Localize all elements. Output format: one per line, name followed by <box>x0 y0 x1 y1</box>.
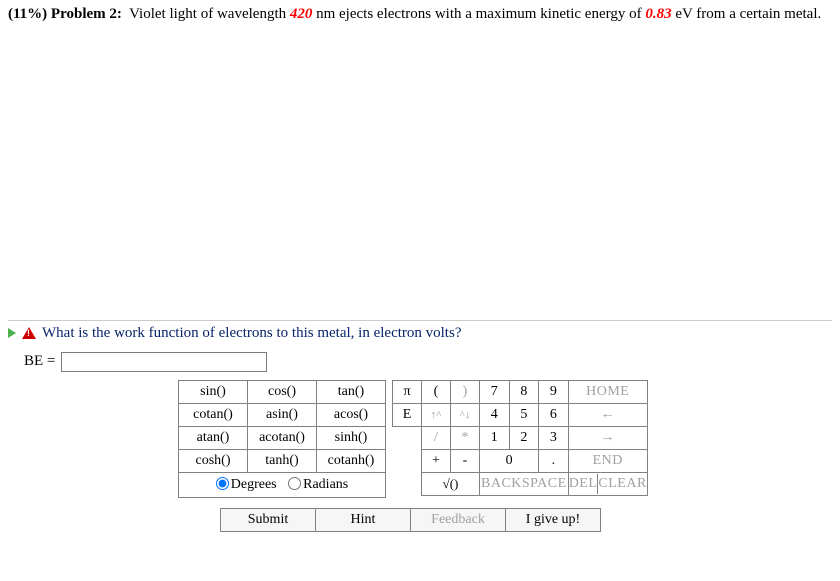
answer-input[interactable] <box>61 352 267 372</box>
spacer <box>393 426 422 449</box>
key-2[interactable]: 2 <box>509 426 539 449</box>
key-cosh[interactable]: cosh() <box>179 449 248 472</box>
degrees-option[interactable]: Degrees <box>216 477 277 492</box>
key-left[interactable]: ← <box>568 403 647 426</box>
key-5[interactable]: 5 <box>509 403 539 426</box>
wavelength-value: 420 <box>290 6 313 22</box>
key-acos[interactable]: acos() <box>317 403 386 426</box>
key-up-caret[interactable]: ↑^ <box>422 403 451 426</box>
problem-label: Problem 2: <box>51 6 122 22</box>
key-tanh[interactable]: tanh() <box>248 449 317 472</box>
key-asin[interactable]: asin() <box>248 403 317 426</box>
hint-button[interactable]: Hint <box>315 508 411 532</box>
key-cos[interactable]: cos() <box>248 380 317 403</box>
key-del-clear: DEL CLEAR <box>568 472 647 495</box>
key-3[interactable]: 3 <box>539 426 569 449</box>
problem-header: (11%) Problem 2: Violet light of wavelen… <box>8 5 832 25</box>
warning-icon[interactable] <box>22 327 36 339</box>
play-icon[interactable] <box>8 328 16 338</box>
key-del[interactable]: DEL <box>569 474 599 494</box>
key-backspace[interactable]: BACKSPACE <box>480 472 569 495</box>
key-dot[interactable]: . <box>539 449 569 472</box>
key-cotan[interactable]: cotan() <box>179 403 248 426</box>
problem-text-a: Violet light of wavelength <box>129 6 290 22</box>
key-6[interactable]: 6 <box>539 403 569 426</box>
angle-mode-row: Degrees Radians <box>179 472 386 497</box>
ke-value: 0.83 <box>645 6 671 22</box>
numeric-keypad: π ( ) 7 8 9 HOME E ↑^ ^↓ 4 5 6 ← / * 1 2… <box>392 380 648 496</box>
key-cotanh[interactable]: cotanh() <box>317 449 386 472</box>
key-down-caret[interactable]: ^↓ <box>451 403 480 426</box>
key-8[interactable]: 8 <box>509 380 539 403</box>
percent: (11%) <box>8 6 47 22</box>
function-keypad: sin() cos() tan() cotan() asin() acos() … <box>178 380 386 498</box>
question-text: What is the work function of electrons t… <box>42 325 461 342</box>
key-acotan[interactable]: acotan() <box>248 426 317 449</box>
key-e[interactable]: E <box>393 403 422 426</box>
key-multiply[interactable]: * <box>451 426 480 449</box>
spacer <box>393 449 422 472</box>
answer-row: BE = <box>24 352 832 372</box>
radians-option[interactable]: Radians <box>288 477 348 492</box>
key-sin[interactable]: sin() <box>179 380 248 403</box>
key-minus[interactable]: - <box>451 449 480 472</box>
key-7[interactable]: 7 <box>480 380 510 403</box>
giveup-button[interactable]: I give up! <box>505 508 601 532</box>
submit-button[interactable]: Submit <box>220 508 316 532</box>
key-home[interactable]: HOME <box>568 380 647 403</box>
key-divide[interactable]: / <box>422 426 451 449</box>
key-clear[interactable]: CLEAR <box>598 474 646 494</box>
feedback-button: Feedback <box>410 508 506 532</box>
key-plus[interactable]: + <box>422 449 451 472</box>
key-sinh[interactable]: sinh() <box>317 426 386 449</box>
key-9[interactable]: 9 <box>539 380 569 403</box>
key-close-paren[interactable]: ) <box>451 380 480 403</box>
degrees-radio[interactable] <box>216 477 229 490</box>
key-1[interactable]: 1 <box>480 426 510 449</box>
key-end[interactable]: END <box>568 449 647 472</box>
key-4[interactable]: 4 <box>480 403 510 426</box>
spacer <box>393 472 422 495</box>
key-right[interactable]: → <box>568 426 647 449</box>
action-row: Submit Hint Feedback I give up! <box>178 508 643 532</box>
radians-radio[interactable] <box>288 477 301 490</box>
question-row: What is the work function of electrons t… <box>8 320 832 342</box>
key-sqrt[interactable]: √() <box>422 472 480 495</box>
key-pi[interactable]: π <box>393 380 422 403</box>
keypad: sin() cos() tan() cotan() asin() acos() … <box>178 380 832 498</box>
key-tan[interactable]: tan() <box>317 380 386 403</box>
problem-text-c: eV from a certain metal. <box>672 6 822 22</box>
key-0[interactable]: 0 <box>480 449 539 472</box>
answer-label: BE = <box>24 353 55 370</box>
key-open-paren[interactable]: ( <box>422 380 451 403</box>
problem-text-b: nm ejects electrons with a maximum kinet… <box>312 6 645 22</box>
key-atan[interactable]: atan() <box>179 426 248 449</box>
